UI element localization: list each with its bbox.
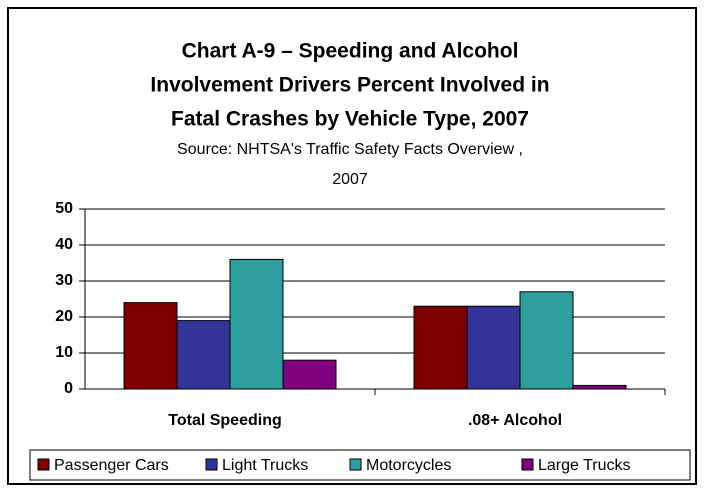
y-tick-label: 10 <box>55 344 73 361</box>
x-tick-label: .08+ Alcohol <box>468 412 562 429</box>
bar <box>519 291 574 390</box>
bar <box>282 359 337 390</box>
chart-title: Fatal Crashes by Vehicle Type, 2007 <box>171 108 529 131</box>
y-tick-label: 40 <box>55 236 73 253</box>
y-tick-label: 50 <box>55 200 73 217</box>
legend-label: Passenger Cars <box>54 457 169 474</box>
bar <box>466 305 521 390</box>
bar <box>229 258 284 390</box>
legend-label: Large Trucks <box>538 457 630 474</box>
bar <box>123 302 178 390</box>
legend-label: Motorcycles <box>366 457 451 474</box>
legend-label: Light Trucks <box>222 457 308 474</box>
bar <box>176 320 231 390</box>
chart-border <box>7 7 697 485</box>
bar <box>413 305 468 390</box>
chart-title: Involvement Drivers Percent Involved in <box>150 74 549 97</box>
x-tick-label: Total Speeding <box>168 412 281 429</box>
legend-box <box>29 449 691 481</box>
chart-title: Chart A-9 – Speeding and Alcohol <box>182 40 519 63</box>
y-tick-label: 30 <box>55 272 73 289</box>
chart-subtitle: 2007 <box>332 171 368 188</box>
y-tick-label: 20 <box>55 308 73 325</box>
bar <box>572 384 627 390</box>
y-tick-label: 0 <box>64 380 73 397</box>
legend-swatch <box>37 458 50 471</box>
chart-subtitle: Source: NHTSA's Traffic Safety Facts Ove… <box>177 141 523 158</box>
legend-swatch <box>349 458 362 471</box>
legend-swatch <box>521 458 534 471</box>
legend-swatch <box>205 458 218 471</box>
